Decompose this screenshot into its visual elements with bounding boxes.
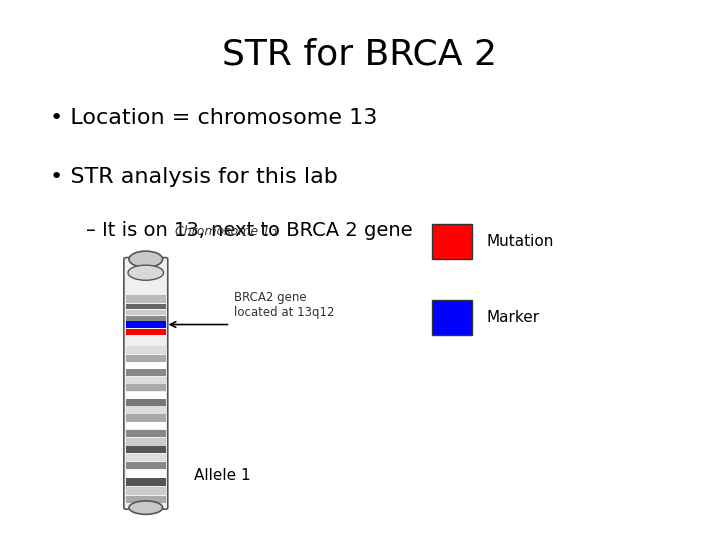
Ellipse shape (129, 501, 163, 514)
Bar (126, 316, 166, 321)
Bar (126, 462, 166, 469)
Bar (126, 384, 166, 391)
Bar (126, 487, 166, 495)
Bar (126, 415, 166, 422)
Bar (126, 399, 166, 406)
Bar (126, 478, 166, 487)
FancyBboxPatch shape (124, 258, 168, 509)
Bar (126, 310, 166, 315)
Text: • STR analysis for this lab: • STR analysis for this lab (50, 167, 338, 187)
Text: BRCA2 gene
located at 13q12: BRCA2 gene located at 13q12 (234, 291, 335, 319)
Bar (126, 362, 166, 369)
Bar (126, 422, 166, 429)
Bar (432, 224, 472, 259)
Bar (126, 321, 166, 328)
Bar (126, 454, 166, 461)
Text: Chromosome 13: Chromosome 13 (174, 225, 278, 238)
Text: Mutation: Mutation (486, 234, 554, 249)
Bar (126, 346, 166, 354)
Text: Marker: Marker (486, 310, 539, 325)
Ellipse shape (129, 251, 163, 267)
Bar (126, 355, 166, 362)
Bar (126, 377, 166, 384)
Bar (126, 295, 166, 302)
Bar (126, 470, 166, 478)
Text: – It is on 13, next to BRCA 2 gene: – It is on 13, next to BRCA 2 gene (86, 221, 413, 240)
Text: Allele 1: Allele 1 (194, 468, 251, 483)
Bar (126, 369, 166, 376)
Bar (126, 392, 166, 399)
Bar (126, 438, 166, 446)
Text: • Location = chromosome 13: • Location = chromosome 13 (50, 108, 378, 128)
Bar (126, 328, 166, 335)
Ellipse shape (128, 265, 163, 280)
Bar (126, 304, 166, 309)
Bar (126, 406, 166, 414)
Bar (126, 430, 166, 437)
Bar (126, 446, 166, 454)
Bar (126, 496, 166, 503)
Bar (432, 300, 472, 335)
Text: STR for BRCA 2: STR for BRCA 2 (222, 38, 498, 72)
